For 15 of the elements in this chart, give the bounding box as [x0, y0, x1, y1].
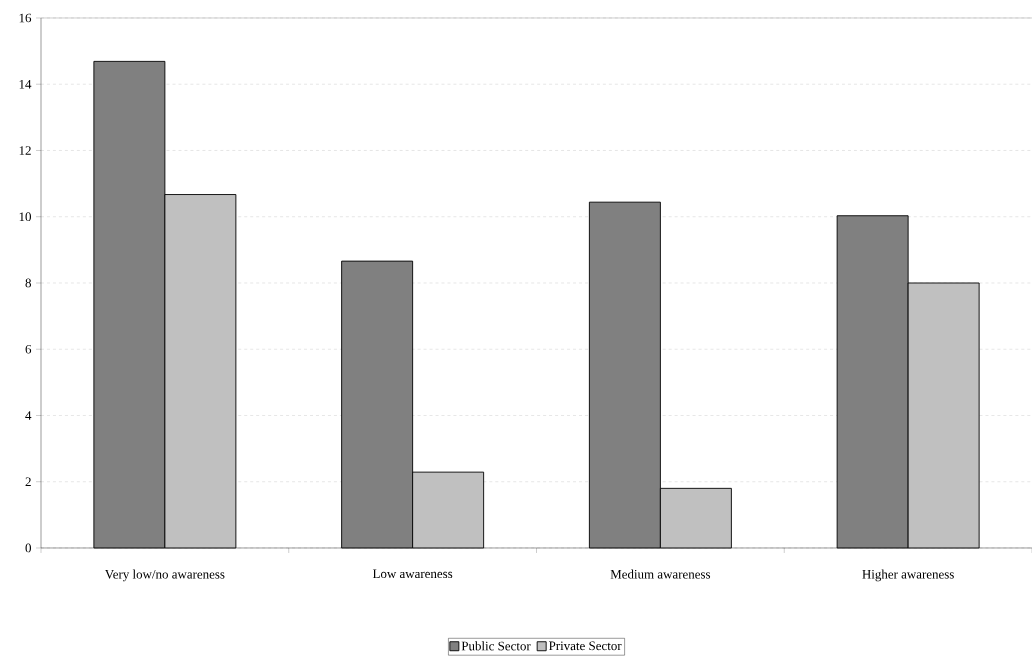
y-tick-label: 4 [25, 411, 32, 420]
x-tick-label: Low awareness [372, 569, 453, 579]
y-tick-label: 0 [25, 543, 31, 553]
y-tick-label: 16 [19, 13, 32, 23]
y-tick-label: 8 [25, 278, 31, 288]
y-tick-label: 6 [25, 344, 32, 354]
y-tick-label: 2 [25, 477, 31, 487]
x-tick-label: Medium awareness [610, 569, 711, 579]
legend-label: Public Sector [461, 641, 531, 651]
y-tick-label: 14 [19, 79, 32, 89]
y-tick-label: 10 [19, 212, 31, 222]
x-tick-label: Higher awareness [862, 569, 954, 582]
legend-label: Private Sector [548, 641, 622, 651]
x-tick-label: Very low/no awareness [104, 569, 225, 582]
y-tick-label: 12 [19, 146, 31, 155]
